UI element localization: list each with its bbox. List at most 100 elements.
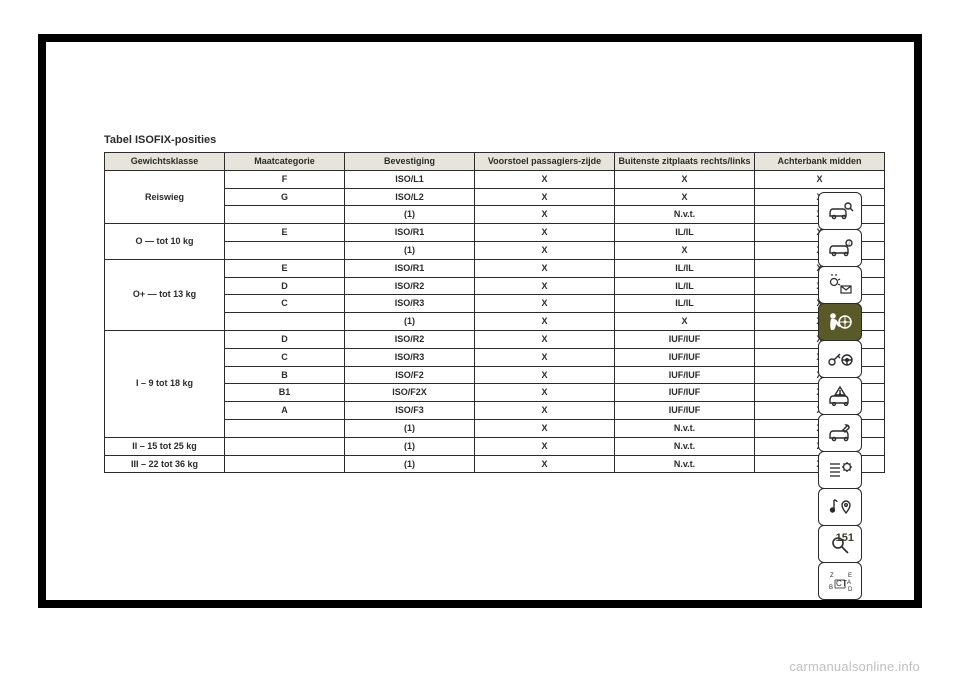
table-cell	[225, 206, 345, 224]
car-search-icon[interactable]	[818, 192, 862, 230]
table-cell: (1)	[345, 419, 475, 437]
table-cell: X	[475, 402, 615, 420]
table-row: ReiswiegFISO/L1XXX	[105, 170, 885, 188]
table-cell: (1)	[345, 241, 475, 259]
table-cell: X	[615, 170, 755, 188]
table-cell: (1)	[345, 455, 475, 473]
table-cell: D	[225, 330, 345, 348]
table-cell: X	[475, 259, 615, 277]
column-header: Maatcategorie	[225, 153, 345, 171]
table-cell: X	[475, 277, 615, 295]
table-cell: IUF/IUF	[615, 366, 755, 384]
group-label: I – 9 tot 18 kg	[105, 330, 225, 437]
table-cell: E	[225, 224, 345, 242]
table-row: O — tot 10 kgEISO/R1XIL/ILX	[105, 224, 885, 242]
group-label: O+ — tot 13 kg	[105, 259, 225, 330]
svg-text:E: E	[848, 573, 852, 579]
page-number: 151	[836, 532, 854, 544]
table-cell	[225, 419, 345, 437]
watermark: carmanualsonline.info	[0, 659, 960, 674]
table-cell: X	[475, 170, 615, 188]
group-label: Reiswieg	[105, 170, 225, 223]
table-cell: ISO/L1	[345, 170, 475, 188]
svg-text:D: D	[848, 587, 853, 593]
music-location-icon[interactable]	[818, 488, 862, 526]
car-service-icon[interactable]	[818, 414, 862, 452]
group-label: II – 15 tot 25 kg	[105, 437, 225, 455]
table-cell: IL/IL	[615, 259, 755, 277]
table-cell: (1)	[345, 437, 475, 455]
table-cell: IUF/IUF	[615, 384, 755, 402]
table-cell: IUF/IUF	[615, 402, 755, 420]
car-warning-icon[interactable]	[818, 377, 862, 415]
list-settings-icon[interactable]	[818, 451, 862, 489]
group-label: O — tot 10 kg	[105, 224, 225, 260]
table-cell: X	[475, 366, 615, 384]
table-row: O+ — tot 13 kgEISO/R1XIL/ILX	[105, 259, 885, 277]
table-cell: X	[475, 295, 615, 313]
table-cell: N.v.t.	[615, 455, 755, 473]
content-area: Tabel ISOFIX-posities GewichtsklasseMaat…	[104, 134, 864, 473]
table-cell: ISO/F2X	[345, 384, 475, 402]
svg-text:Z: Z	[830, 573, 834, 579]
table-cell: B1	[225, 384, 345, 402]
column-header: Gewichtsklasse	[105, 153, 225, 171]
table-cell: E	[225, 259, 345, 277]
table-cell: X	[475, 455, 615, 473]
column-header: Buitenste zitplaats rechts/links	[615, 153, 755, 171]
table-cell: X	[475, 384, 615, 402]
table-cell: X	[475, 224, 615, 242]
table-cell: D	[225, 277, 345, 295]
table-cell: IUF/IUF	[615, 330, 755, 348]
search-icon[interactable]	[818, 525, 862, 563]
table-cell: X	[615, 188, 755, 206]
table-cell: ISO/R2	[345, 330, 475, 348]
alphabet-icon[interactable]: ZEBADCT	[818, 562, 862, 600]
table-cell: IUF/IUF	[615, 348, 755, 366]
column-header: Voorstoel passagiers-zijde	[475, 153, 615, 171]
airbag-icon[interactable]	[818, 303, 862, 341]
key-steering-icon[interactable]	[818, 340, 862, 378]
table-cell: F	[225, 170, 345, 188]
table-cell: X	[475, 313, 615, 331]
table-cell: C	[225, 295, 345, 313]
table-row: I – 9 tot 18 kgDISO/R2XIUF/IUFX	[105, 330, 885, 348]
table-cell: IL/IL	[615, 224, 755, 242]
svg-text:A: A	[847, 580, 851, 586]
group-label: III – 22 tot 36 kg	[105, 455, 225, 473]
table-cell: N.v.t.	[615, 437, 755, 455]
table-cell: ISO/F3	[345, 402, 475, 420]
table-row: III – 22 tot 36 kg(1)XN.v.t.X	[105, 455, 885, 473]
table-cell	[225, 455, 345, 473]
table-cell: ISO/F2	[345, 366, 475, 384]
table-cell	[225, 313, 345, 331]
table-cell: X	[755, 170, 885, 188]
table-cell: X	[615, 241, 755, 259]
table-cell: X	[475, 241, 615, 259]
table-cell: X	[615, 313, 755, 331]
table-cell	[225, 437, 345, 455]
table-cell: A	[225, 402, 345, 420]
table-cell: IL/IL	[615, 295, 755, 313]
table-row: II – 15 tot 25 kg(1)XN.v.t.X	[105, 437, 885, 455]
table-cell: ISO/R3	[345, 348, 475, 366]
table-cell: B	[225, 366, 345, 384]
light-mail-icon[interactable]	[818, 266, 862, 304]
column-header: Bevestiging	[345, 153, 475, 171]
table-cell: N.v.t.	[615, 206, 755, 224]
table-header: GewichtsklasseMaatcategorieBevestigingVo…	[105, 153, 885, 171]
table-cell: ISO/R1	[345, 224, 475, 242]
table-cell: ISO/L2	[345, 188, 475, 206]
table-cell: (1)	[345, 313, 475, 331]
table-cell	[225, 241, 345, 259]
table-cell: ISO/R1	[345, 259, 475, 277]
table-cell: (1)	[345, 206, 475, 224]
car-info-icon[interactable]: i	[818, 229, 862, 267]
table-cell: IL/IL	[615, 277, 755, 295]
table-cell: X	[475, 330, 615, 348]
table-cell: ISO/R3	[345, 295, 475, 313]
table-title: Tabel ISOFIX-posities	[104, 134, 864, 146]
table-cell: X	[475, 188, 615, 206]
table-body: ReiswiegFISO/L1XXXGISO/L2XXX(1)XN.v.t.XO…	[105, 170, 885, 473]
table-cell: X	[475, 206, 615, 224]
